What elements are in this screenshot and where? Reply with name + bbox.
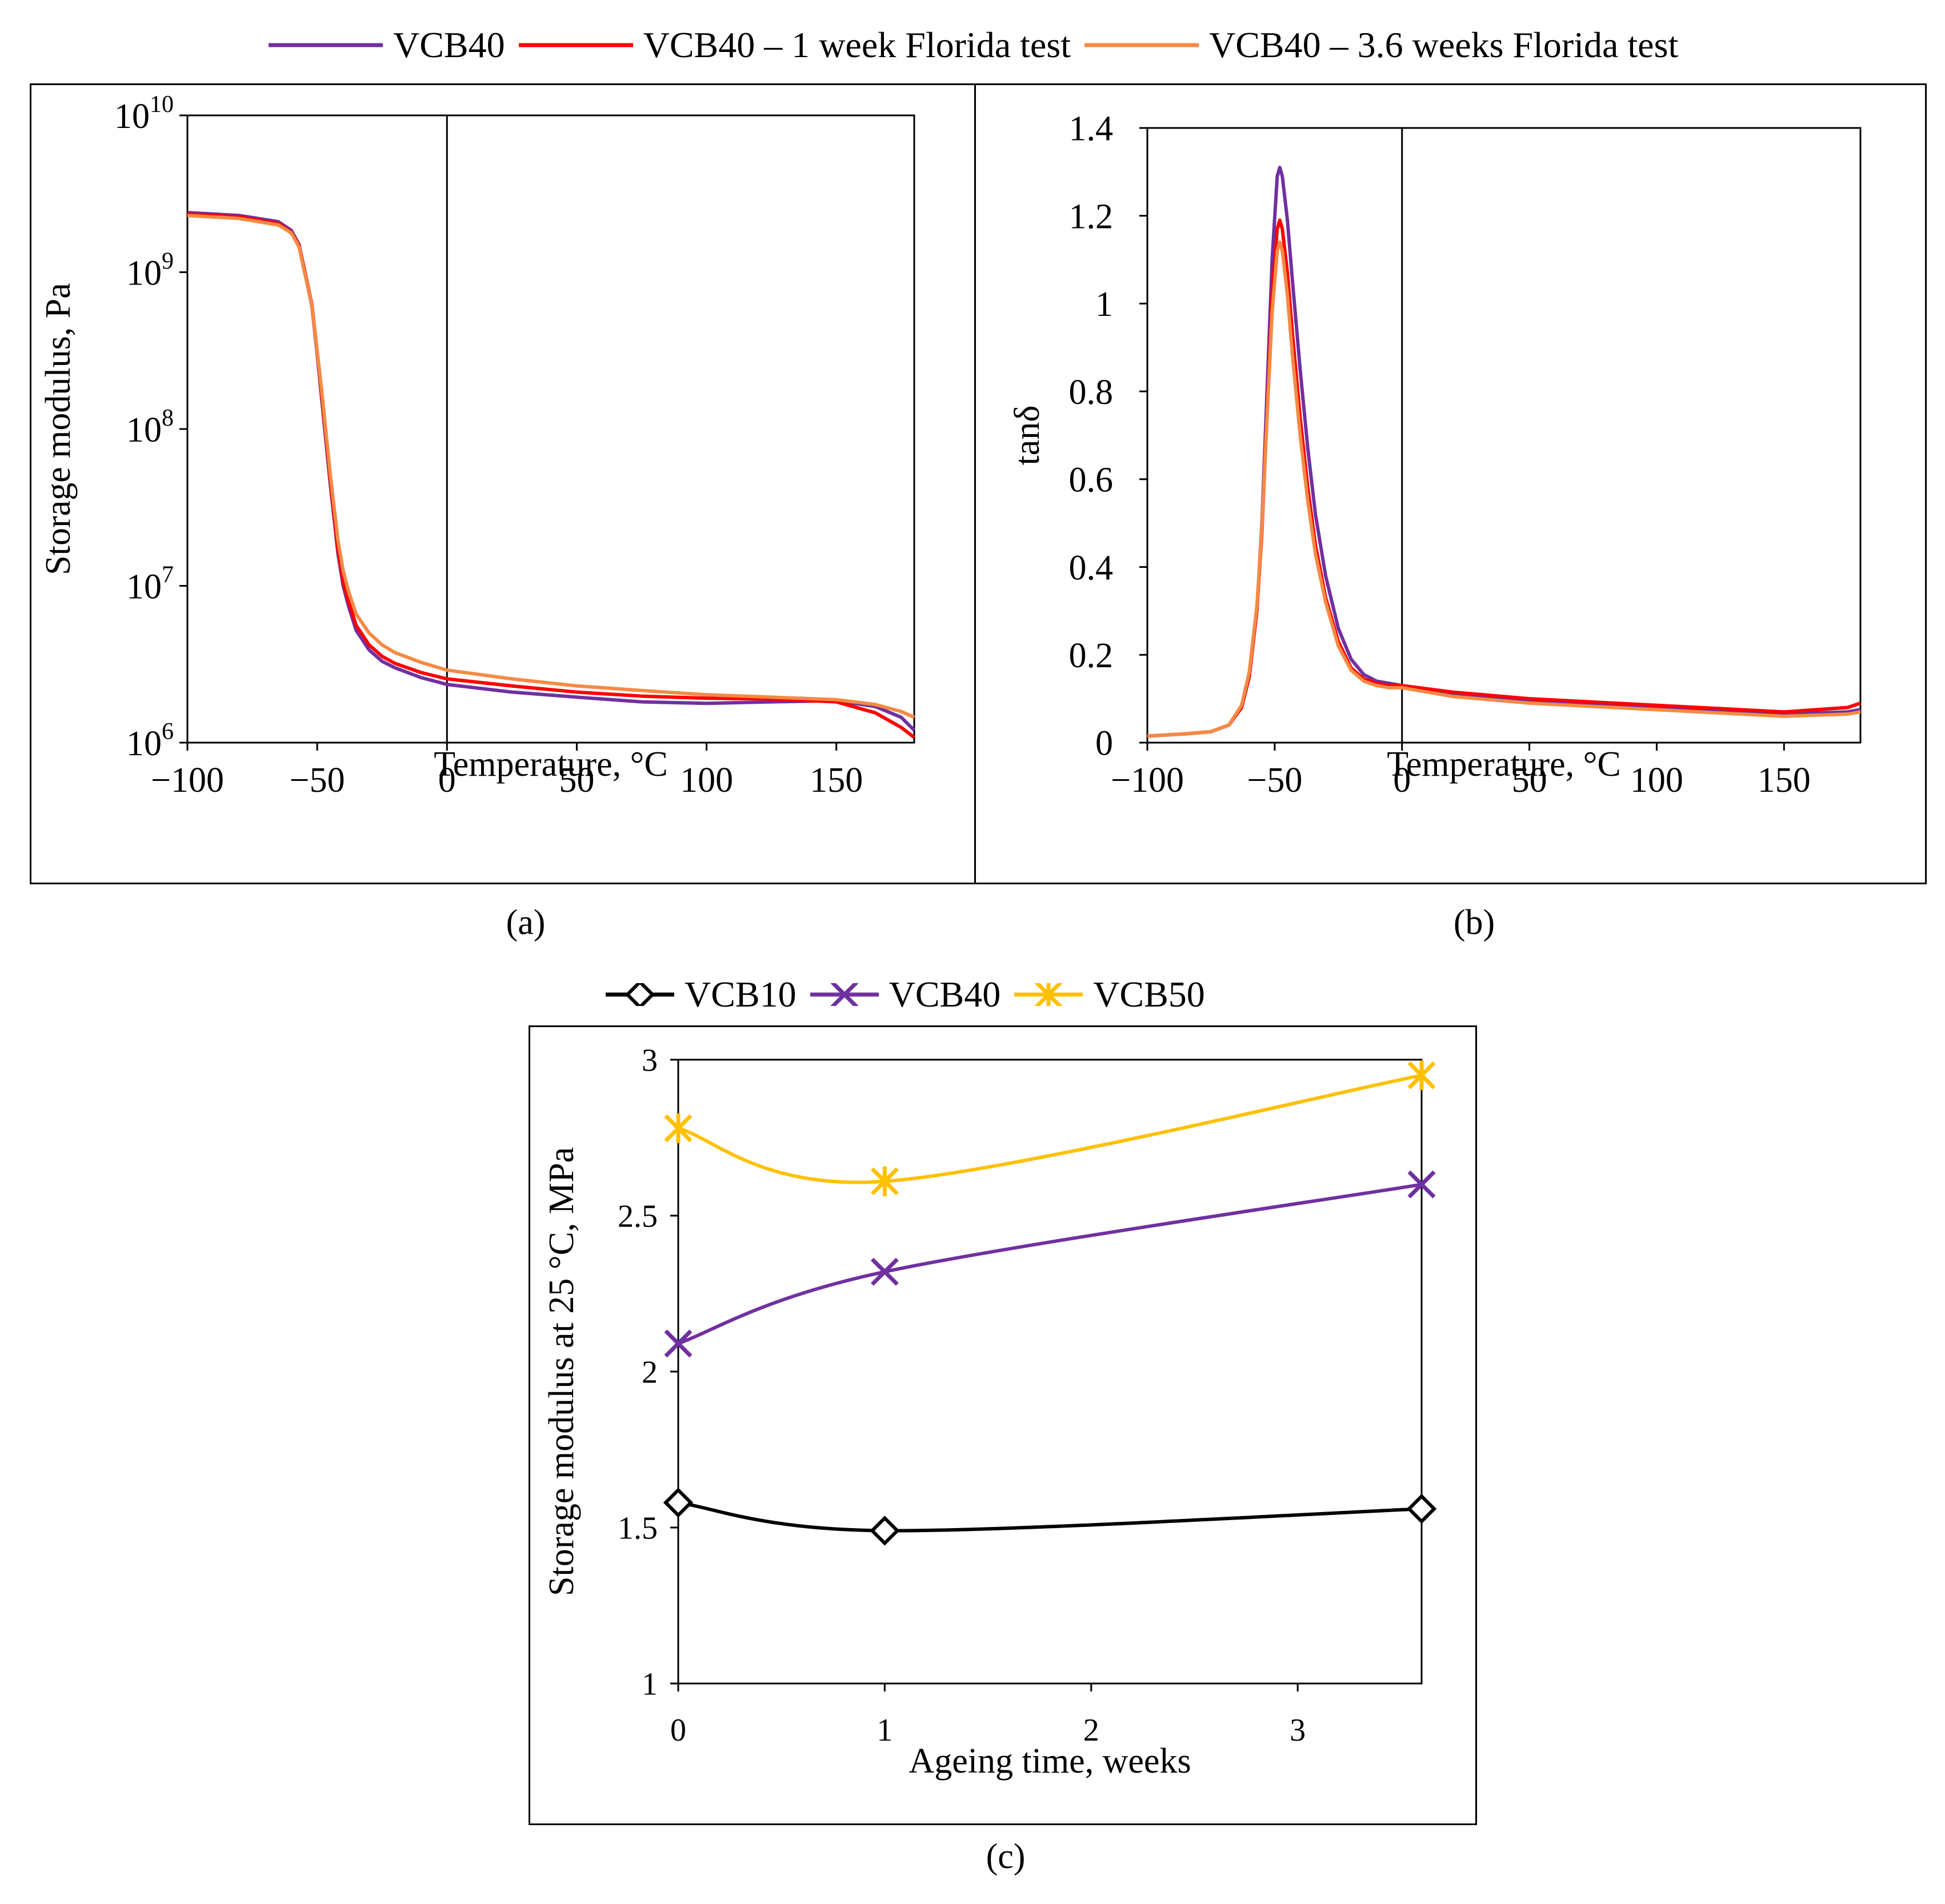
- y-tick-label: 1.4: [1069, 110, 1114, 149]
- legend-label: VCB40: [889, 974, 1001, 1015]
- y-tick-label: 0.4: [1069, 548, 1114, 587]
- legend-marker: [625, 983, 655, 1006]
- y-tick-label: 3: [642, 1043, 658, 1079]
- series-line: [1147, 218, 1861, 738]
- y-tick-label: 109: [126, 248, 174, 293]
- x-axis-label: Temperature, °C: [434, 745, 668, 784]
- legend-item: VCB10: [606, 973, 797, 1016]
- legend-swatch: [518, 43, 633, 47]
- series-line: [678, 1183, 1422, 1345]
- plot-area: [677, 1059, 1423, 1685]
- legend-label: VCB40: [393, 25, 505, 65]
- x-tick-label: −100: [151, 761, 224, 800]
- y-tick-label: 1: [1095, 285, 1113, 324]
- y-tick-label: 106: [126, 719, 174, 763]
- y-axis-label: Storage modulus at 25 °C, MPa: [542, 1147, 581, 1596]
- legend-label: VCB40 – 3.6 weeks Florida test: [1208, 25, 1679, 65]
- x-tick-label: −100: [1111, 761, 1184, 800]
- y-tick-label: 0.2: [1069, 636, 1114, 675]
- x-tick-label: 150: [810, 761, 863, 800]
- legend-marker: [830, 983, 859, 1006]
- legend-item: VCB40 – 3.6 weeks Florida test: [1084, 24, 1678, 66]
- data-point: [663, 1488, 694, 1518]
- series-line: [187, 212, 915, 739]
- data-point: [1407, 1170, 1436, 1198]
- caption-b: (b): [1453, 903, 1495, 942]
- x-tick-label: 1: [877, 1713, 893, 1748]
- legend-item: VCB40: [810, 973, 1001, 1016]
- legend-bottom: VCB10 VCB40 VCB50: [606, 973, 1219, 1016]
- y-tick-label: 1.5: [618, 1511, 658, 1546]
- x-tick-label: 100: [680, 761, 733, 800]
- x-tick-label: 50: [1512, 761, 1547, 800]
- y-tick-label: 1.2: [1069, 197, 1114, 236]
- panel-frame-c: [529, 1025, 1477, 1825]
- series-line: [187, 211, 916, 732]
- data-point: [870, 1257, 899, 1286]
- legend-swatch: [810, 983, 879, 1006]
- legend-marker: [1034, 983, 1063, 1006]
- legend-label: VCB40 – 1 week Florida test: [643, 25, 1071, 65]
- legend-swatch: [606, 983, 674, 1006]
- plot-area: [1146, 127, 1862, 744]
- y-tick-label: 1: [642, 1667, 658, 1702]
- caption-c: (c): [986, 1837, 1026, 1876]
- legend-item: VCB50: [1014, 973, 1205, 1016]
- y-axis-label: tanδ: [1008, 406, 1047, 466]
- series-line: [1147, 166, 1861, 738]
- y-tick-label: 108: [126, 405, 174, 450]
- y-tick-label: 0.8: [1069, 373, 1114, 412]
- x-tick-label: 2: [1083, 1713, 1099, 1748]
- chart-a: −100 −50 0 50 100 150 106 107 108 109 1010 Temperat…: [39, 91, 916, 800]
- series-line: [187, 214, 915, 719]
- legend-item: VCB40 – 1 week Florida test: [518, 24, 1071, 66]
- series-line: [1147, 240, 1861, 738]
- data-point: [870, 1166, 899, 1196]
- y-tick-label: 0.6: [1069, 461, 1114, 500]
- x-tick-label: 50: [559, 761, 594, 800]
- data-point: [664, 1329, 693, 1358]
- chart-b: −100 −50 0 50 100 150 0 0.2 0.4 0.6 0.8 1 1.2 1.4 Temp…: [1008, 110, 1862, 800]
- data-point: [664, 1113, 693, 1144]
- y-tick-label: 107: [126, 562, 174, 607]
- x-tick-label: −50: [290, 761, 345, 800]
- x-tick-label: 0: [438, 761, 456, 800]
- caption-a: (a): [506, 903, 546, 942]
- x-tick-label: −50: [1247, 761, 1302, 800]
- legend-swatch: [1014, 983, 1083, 1006]
- x-tick-label: 0: [670, 1713, 686, 1748]
- x-tick-label: 100: [1630, 761, 1683, 800]
- legend-swatch: [269, 43, 383, 47]
- y-axis-label: Storage modulus, Pa: [39, 283, 78, 575]
- legend-item: VCB40: [269, 24, 505, 66]
- x-axis-label: Temperature, °C: [1387, 745, 1621, 784]
- legend-label: VCB50: [1093, 974, 1205, 1015]
- y-tick-label: 2: [642, 1355, 658, 1390]
- x-tick-label: 0: [1393, 761, 1411, 800]
- panel-frame-a: [30, 83, 976, 884]
- series-line: [678, 1501, 1422, 1533]
- legend-label: VCB10: [685, 974, 797, 1015]
- legend-swatch: [1084, 43, 1199, 47]
- y-tick-label: 2.5: [618, 1199, 658, 1234]
- y-tick-label: 0: [1095, 724, 1113, 763]
- panel-frame-b: [976, 83, 1927, 884]
- series-line: [678, 1073, 1422, 1184]
- x-tick-label: 150: [1758, 761, 1811, 800]
- x-tick-label: 3: [1290, 1713, 1306, 1748]
- data-point: [870, 1516, 900, 1546]
- y-tick-label: 1010: [114, 91, 174, 136]
- x-axis-label: Ageing time, weeks: [909, 1742, 1191, 1781]
- plot-area: [186, 114, 915, 744]
- legend-top: VCB40 VCB40 – 1 week Florida test VCB40 – …: [269, 24, 1692, 66]
- data-point: [1406, 1493, 1437, 1524]
- data-point: [1407, 1060, 1436, 1091]
